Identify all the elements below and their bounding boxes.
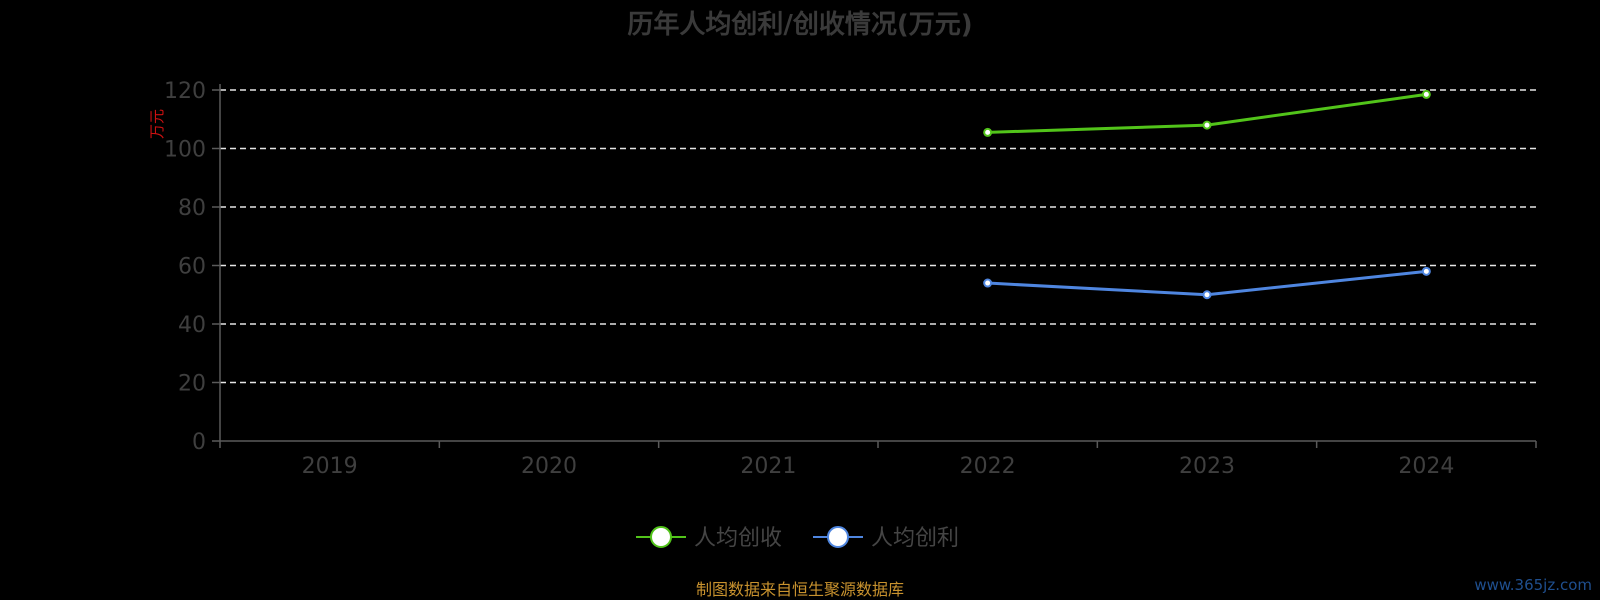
- data-point[interactable]: [983, 127, 993, 137]
- y-axis-unit-label: 万元: [148, 109, 166, 139]
- data-source-note: 制图数据来自恒生聚源数据库: [696, 580, 904, 599]
- legend-marker: [650, 526, 672, 548]
- y-tick-label: 40: [178, 313, 206, 338]
- y-tick-label: 100: [164, 138, 206, 163]
- data-point[interactable]: [1421, 266, 1431, 276]
- data-point[interactable]: [1202, 120, 1212, 130]
- legend-label: 人均创收: [694, 526, 782, 551]
- series-lines: [983, 89, 1431, 300]
- x-tick-label: 2022: [960, 454, 1016, 479]
- y-tick-label: 120: [164, 79, 206, 104]
- data-point[interactable]: [983, 278, 993, 288]
- site-watermark: www.365jz.com: [1474, 576, 1592, 594]
- grid-lines: [220, 89, 1536, 384]
- legend: 人均创收 人均创利: [636, 526, 959, 551]
- x-tick-label: 2024: [1398, 454, 1454, 479]
- data-point[interactable]: [1202, 290, 1212, 300]
- legend-item-0[interactable]: 人均创收: [636, 526, 782, 551]
- axes: 0 20 40 60 80 100 120 2019 2020 2021 2022 2023 2024: [164, 79, 1537, 479]
- y-tick-label: 20: [178, 372, 206, 397]
- x-tick-label: 2020: [521, 454, 577, 479]
- legend-label: 人均创利: [871, 526, 959, 551]
- x-tick-label: 2019: [302, 454, 358, 479]
- chart-title: 历年人均创利/创收情况(万元): [627, 9, 972, 40]
- y-tick-label: 80: [178, 196, 206, 221]
- data-point[interactable]: [1421, 89, 1431, 99]
- x-tick-label: 2023: [1179, 454, 1235, 479]
- y-tick-label: 60: [178, 255, 206, 280]
- x-tick-label: 2021: [740, 454, 796, 479]
- y-tick-label: 0: [192, 430, 206, 455]
- legend-marker: [827, 526, 849, 548]
- legend-item-1[interactable]: 人均创利: [813, 526, 959, 551]
